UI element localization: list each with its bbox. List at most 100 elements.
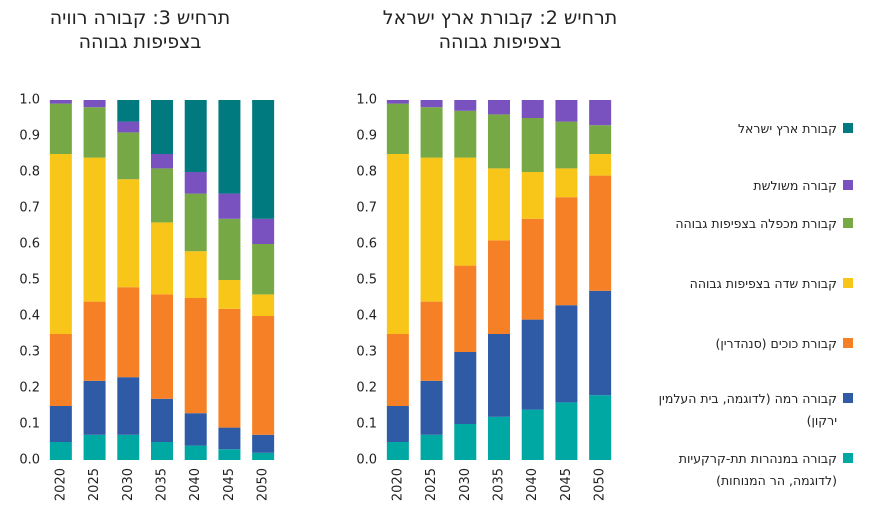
legend-item: קבורת ארץ ישראל — [643, 118, 853, 140]
y-tick-label: 0.6 — [19, 237, 40, 252]
bar-segment — [589, 395, 612, 460]
x-tick-label: 2025 — [424, 468, 439, 501]
bar-segment — [555, 402, 578, 460]
bar-segment — [589, 175, 612, 291]
bar-segment — [252, 100, 275, 219]
bar-segment — [589, 125, 612, 154]
bar-segment — [184, 445, 207, 460]
legend-item: קבורה רמה (לדוגמה, בית העלמין ירקון) — [643, 388, 853, 432]
y-tick-label: 0.8 — [356, 165, 377, 180]
bar-segment — [184, 100, 207, 172]
y-tick-label: 1.0 — [19, 93, 40, 108]
bar-segment — [83, 100, 106, 108]
bar-segment — [218, 218, 241, 280]
bar-segment — [49, 103, 72, 154]
bar-segment — [386, 334, 409, 406]
bar-segment — [488, 334, 510, 417]
x-tick-label: 2035 — [155, 468, 170, 501]
y-tick-label: 0.3 — [19, 345, 40, 360]
bar-segment — [49, 442, 72, 460]
bar-segment — [386, 103, 409, 154]
bar-segment — [252, 434, 275, 453]
bar-segment — [151, 222, 173, 295]
x-tick-label: 2030 — [121, 468, 136, 501]
bar-segment — [555, 121, 578, 169]
bar-segment — [521, 172, 544, 219]
bar-segment — [521, 319, 544, 410]
bar-segment — [521, 118, 544, 172]
legend-swatch — [843, 338, 853, 348]
bar-segment — [218, 449, 241, 460]
bar-segment — [184, 413, 207, 446]
bar-segment — [218, 308, 241, 428]
x-tick-label: 2050 — [593, 468, 608, 501]
bar-segment — [117, 179, 140, 288]
x-tick-label: 2035 — [492, 468, 507, 501]
bar-segment — [521, 100, 544, 118]
bar-segment — [83, 301, 106, 381]
x-tick-label: 2020 — [390, 468, 405, 501]
bar-segment — [117, 132, 140, 180]
bar-segment — [420, 380, 443, 435]
legend-swatch — [843, 393, 853, 403]
bar-segment — [184, 298, 207, 414]
x-tick-label: 2040 — [525, 468, 540, 501]
legend-swatch — [843, 453, 853, 463]
legend-item: קבורת מכפלה בצפיפות גבוהה — [643, 213, 853, 235]
bar-segment — [151, 294, 173, 399]
bar-segment — [454, 110, 477, 158]
bar-segment — [218, 193, 241, 219]
bar-segment — [454, 424, 477, 460]
bar-segment — [386, 154, 409, 334]
bar-segment — [83, 107, 106, 158]
legend-item: קבורת שדה בצפיפות גבוהה — [643, 273, 853, 295]
bar-segment — [521, 409, 544, 460]
y-tick-label: 0.9 — [19, 129, 40, 144]
bar-segment — [49, 406, 72, 442]
legend-label: קבורה משולשת — [753, 178, 837, 193]
bar-segment — [117, 121, 140, 133]
bar-segment — [184, 193, 207, 252]
bar-segment — [555, 305, 578, 403]
bar-segment — [49, 154, 72, 334]
y-tick-label: 0.6 — [356, 237, 377, 252]
bar-segment — [83, 380, 106, 435]
bar-segment — [589, 100, 612, 126]
legend-swatch — [843, 278, 853, 288]
bar-segment — [488, 100, 510, 115]
bar-segment — [488, 416, 510, 460]
legend-swatch — [843, 123, 853, 133]
bar-segment — [117, 287, 140, 378]
bar-segment — [454, 352, 477, 424]
legend-label: קבורת כוכים (סנהדרין) — [715, 336, 837, 351]
bar-segment — [49, 100, 72, 104]
legend-item: קבורה משולשת — [643, 175, 853, 197]
bar-segment — [151, 154, 173, 169]
bar-segment — [420, 301, 443, 381]
legend-item: קבורה במנהרות תת-קרקעיות (לדוגמה, הר המנ… — [643, 448, 853, 492]
legend-label: קבורת שדה בצפיפות גבוהה — [689, 276, 837, 291]
y-tick-label: 0.4 — [356, 309, 377, 324]
x-tick-label: 2045 — [559, 468, 574, 501]
bar-segment — [555, 100, 578, 122]
x-tick-label: 2025 — [87, 468, 102, 501]
x-tick-label: 2045 — [222, 468, 237, 501]
bar-segment — [218, 100, 241, 194]
bar-segment — [589, 154, 612, 176]
bar-segment — [184, 172, 207, 194]
bar-segment — [252, 452, 275, 460]
bar-segment — [252, 244, 275, 295]
legend-label: קבורה רמה (לדוגמה, בית העלמין ירקון) — [658, 391, 837, 428]
y-tick-label: 0.7 — [19, 201, 40, 216]
bar-segment — [420, 434, 443, 460]
bar-segment — [252, 316, 275, 435]
bar-segment — [454, 265, 477, 352]
legend-label: קבורת מכפלה בצפיפות גבוהה — [675, 216, 837, 231]
bar-segment — [117, 377, 140, 435]
y-tick-label: 0.8 — [19, 165, 40, 180]
legend-swatch — [843, 218, 853, 228]
bar-segment — [49, 334, 72, 406]
bar-segment — [386, 406, 409, 442]
y-tick-label: 0.2 — [356, 381, 377, 396]
